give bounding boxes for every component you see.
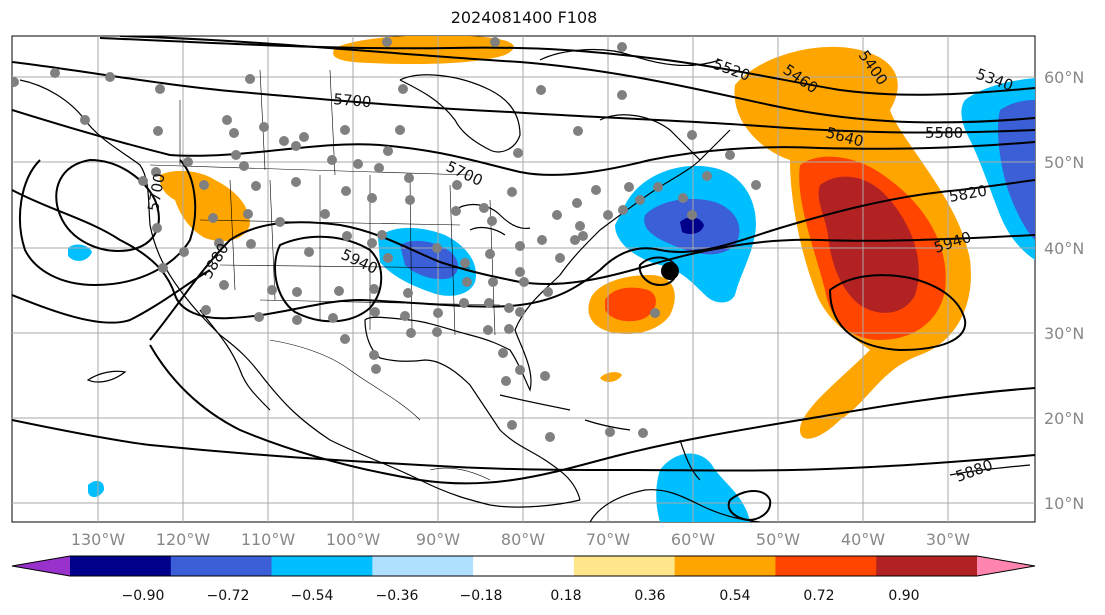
- colorbar-segment: [473, 556, 575, 576]
- negative-anomaly-tropical-pacific: [88, 480, 105, 498]
- colorbar-tick-label: 0.72: [803, 588, 834, 604]
- lon-label-70w: 70°W: [586, 530, 630, 549]
- colorbar-segment: [372, 556, 474, 576]
- political-borders: [149, 69, 501, 481]
- colorbar-segment: [876, 556, 978, 576]
- lon-label-40w: 40°W: [841, 530, 885, 549]
- colorbar-segment: [775, 556, 877, 576]
- lat-label-40n: 40°N: [1044, 239, 1084, 258]
- colorbar-tick-label: 0.36: [634, 588, 665, 604]
- negative-anomaly-northeast: [615, 165, 756, 303]
- lon-label-130w: 130°W: [71, 530, 126, 549]
- colorbar-tick-label: −0.72: [207, 588, 250, 604]
- colorbar-tick-label: −0.36: [376, 588, 419, 604]
- colorbar: [11, 555, 1036, 577]
- colorbar-segment: [271, 556, 373, 576]
- colorbar-labels: −0.90 −0.72 −0.54 −0.36 −0.18 0.18 0.36 …: [122, 588, 920, 604]
- contour-label-5700-north: 5700: [333, 90, 373, 111]
- positive-anomaly-subtropical: [588, 275, 675, 382]
- colorbar-tick-label: 0.54: [719, 588, 750, 604]
- lat-label-60n: 60°N: [1044, 68, 1084, 87]
- lon-label-90w: 90°W: [416, 530, 460, 549]
- station-dots: [12, 37, 761, 442]
- colorbar-tick-label: −0.90: [122, 588, 165, 604]
- latitude-labels: 60°N 50°N 40°N 30°N 20°N 10°N: [1044, 68, 1084, 513]
- colorbar-tick-label: −0.54: [291, 588, 334, 604]
- lat-label-10n: 10°N: [1044, 494, 1084, 513]
- coastlines: [19, 48, 1031, 522]
- colorbar-tick-label: 0.90: [888, 588, 919, 604]
- longitude-labels: 130°W 120°W 110°W 100°W 90°W 80°W 70°W 6…: [71, 530, 970, 549]
- lat-label-50n: 50°N: [1044, 153, 1084, 172]
- positive-anomaly-west: [159, 170, 250, 242]
- colorbar-segment: [674, 556, 776, 576]
- storm-center-marker: [661, 262, 679, 280]
- colorbar-extend-high: [977, 556, 1035, 576]
- colorbar-segment: [70, 556, 172, 576]
- negative-anomaly-pacific: [68, 244, 92, 261]
- positive-anomaly-north: [333, 36, 514, 65]
- height-contours: [12, 36, 1035, 522]
- lat-label-20n: 20°N: [1044, 409, 1084, 428]
- lon-label-30w: 30°W: [926, 530, 970, 549]
- lon-label-80w: 80°W: [501, 530, 545, 549]
- colorbar-segment: [573, 556, 676, 576]
- contour-label-5580: 5580: [925, 124, 963, 142]
- lon-label-50w: 50°W: [756, 530, 800, 549]
- lon-label-110w: 110°W: [241, 530, 296, 549]
- colorbar-tick-label: −0.18: [460, 588, 503, 604]
- colorbar-segment: [170, 556, 273, 576]
- map-title: 2024081400 F108: [450, 8, 598, 27]
- colorbar-outline: [11, 555, 1036, 577]
- lon-label-60w: 60°W: [671, 530, 715, 549]
- lon-label-120w: 120°W: [156, 530, 211, 549]
- lat-label-30n: 30°N: [1044, 324, 1084, 343]
- negative-anomaly-east: [961, 78, 1035, 260]
- colorbar-extend-low: [12, 556, 70, 576]
- colorbar-tick-label: 0.18: [550, 588, 581, 604]
- lon-label-100w: 100°W: [326, 530, 381, 549]
